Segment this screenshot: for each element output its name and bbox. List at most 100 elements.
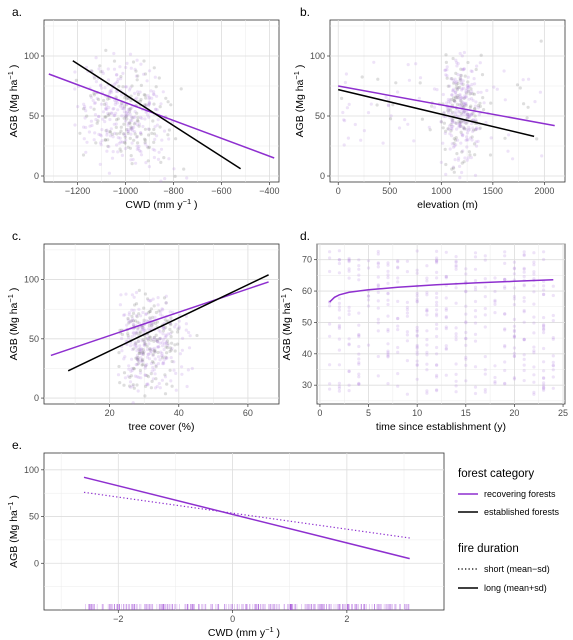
data-point xyxy=(444,308,448,312)
data-point xyxy=(168,349,172,353)
data-point xyxy=(522,357,526,361)
data-point xyxy=(454,390,458,394)
data-point xyxy=(386,273,390,277)
data-point xyxy=(522,379,526,383)
x-tick-label: 1000 xyxy=(431,186,451,196)
data-point xyxy=(405,308,409,312)
data-point xyxy=(542,323,546,327)
data-point xyxy=(146,336,150,340)
data-point xyxy=(441,126,445,130)
data-point xyxy=(478,126,482,130)
data-point xyxy=(149,347,153,351)
data-point xyxy=(129,98,133,103)
data-point xyxy=(503,250,507,254)
data-point xyxy=(542,387,546,391)
data-point xyxy=(141,310,145,315)
data-point xyxy=(542,325,546,329)
data-point xyxy=(119,77,123,81)
data-point xyxy=(384,95,388,99)
data-point xyxy=(138,321,142,325)
data-point xyxy=(366,304,371,308)
data-point xyxy=(150,379,154,383)
data-point xyxy=(455,60,459,65)
data-point xyxy=(467,150,471,154)
data-point xyxy=(142,350,146,354)
data-point xyxy=(522,253,526,258)
data-point xyxy=(462,120,466,124)
data-point xyxy=(435,352,439,356)
data-point xyxy=(137,312,141,316)
data-point xyxy=(140,363,144,367)
data-point xyxy=(464,290,468,294)
data-point xyxy=(121,107,125,111)
data-point xyxy=(127,367,131,371)
data-point xyxy=(366,294,371,298)
data-point xyxy=(477,113,481,117)
data-point xyxy=(461,104,465,108)
data-point xyxy=(167,137,171,141)
legend-title-forest: forest category xyxy=(458,468,534,480)
data-point xyxy=(542,346,546,351)
data-point xyxy=(446,100,451,104)
data-point xyxy=(133,374,137,378)
data-point xyxy=(100,69,104,73)
data-point xyxy=(101,117,105,121)
data-point xyxy=(108,89,112,93)
data-point xyxy=(357,382,361,386)
data-point xyxy=(128,121,132,125)
data-point xyxy=(138,344,142,348)
data-point xyxy=(160,341,164,345)
y-tick-label: 100 xyxy=(24,51,39,61)
data-point xyxy=(457,125,461,129)
data-point xyxy=(476,106,481,110)
data-point xyxy=(435,375,439,379)
trend-line-established xyxy=(338,88,535,138)
data-point xyxy=(129,319,133,323)
data-point xyxy=(532,284,536,288)
data-point xyxy=(512,272,517,276)
data-point xyxy=(461,110,466,115)
data-point xyxy=(152,346,156,350)
data-point xyxy=(112,59,117,63)
data-point xyxy=(155,339,160,343)
data-point xyxy=(136,141,140,145)
data-point xyxy=(155,384,159,389)
data-point xyxy=(141,351,145,355)
data-point xyxy=(414,62,418,66)
data-point xyxy=(140,357,145,362)
data-point xyxy=(343,80,347,85)
data-point xyxy=(459,67,463,71)
data-point xyxy=(169,335,173,339)
data-point xyxy=(435,308,439,312)
data-point xyxy=(93,113,98,117)
data-point xyxy=(104,129,108,133)
data-point xyxy=(134,345,138,349)
data-point xyxy=(147,357,152,361)
data-point xyxy=(461,149,465,153)
data-point xyxy=(551,319,555,323)
data-point xyxy=(133,132,137,136)
data-point xyxy=(470,138,474,142)
data-point xyxy=(154,321,158,326)
data-point xyxy=(151,322,155,326)
data-point xyxy=(366,343,371,347)
data-point xyxy=(154,107,158,111)
data-point xyxy=(460,105,464,109)
data-point xyxy=(168,346,172,350)
data-point xyxy=(123,119,128,123)
data-point xyxy=(415,271,419,275)
data-point xyxy=(127,88,132,92)
data-point xyxy=(474,100,478,104)
data-point xyxy=(125,61,129,65)
data-point xyxy=(357,361,361,365)
data-point xyxy=(123,96,127,100)
data-point xyxy=(405,259,409,263)
data-point xyxy=(376,262,380,266)
data-point xyxy=(141,359,145,364)
data-point xyxy=(143,340,147,344)
data-point xyxy=(129,66,133,70)
data-point xyxy=(144,96,148,100)
data-point xyxy=(466,156,470,160)
data-point xyxy=(512,266,517,270)
data-point xyxy=(111,150,115,154)
